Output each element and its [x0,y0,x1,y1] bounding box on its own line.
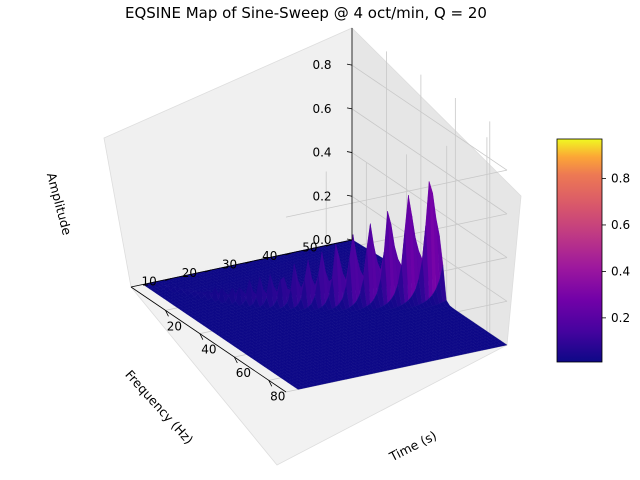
z-tick-label: 0.0 [312,233,331,247]
x-tick-mark [199,333,204,340]
x-tick-label: 80 [270,389,285,403]
colorbar-tick-label: 0.4 [611,264,630,278]
surface-patch [294,386,302,390]
y-tick-label: 10 [142,274,157,288]
grid-wall-z1 [351,108,508,215]
grid-wall-z2 [285,169,508,218]
y-axis-label: Frequency (Hz) [122,367,196,447]
x-tick-label: 40 [201,343,216,357]
z-tick-mark [346,151,353,153]
y-tick-mark [285,252,292,256]
x-tick-label: 20 [167,319,182,333]
x-tick-label: 60 [236,366,251,380]
axes: 20 40 60 80 10 20 30 40 500.0 0.2 0.4 0.6 0.8 [130,28,353,403]
y-tick-label: 50 [302,240,317,254]
chart-title: EQSINE Map of Sine-Sweep @ 4 oct/min, Q … [125,4,487,22]
y-tick-mark [245,260,252,264]
colorbar-tick-label: 0.6 [611,218,630,232]
y-tick-mark [205,269,212,273]
z-tick-label: 0.6 [312,102,331,116]
z-tick-mark [346,63,353,66]
x-tick-mark [165,310,169,317]
y-tick-label: 30 [222,257,237,271]
colorbar [556,138,603,363]
z-tick-mark [346,194,353,197]
z-tick-label: 0.2 [312,189,331,203]
y-tick-mark [165,278,172,281]
x-tick-mark [268,380,273,387]
y-tick-mark [325,243,333,247]
z-axis-label: Amplitude [44,171,75,237]
x-axis-label: Time (s) [386,428,439,465]
x-tick-mark [233,356,238,364]
z-tick-label: 0.8 [312,58,331,72]
y-tick-label: 20 [182,266,197,280]
x-axis-line [130,286,287,393]
colorbar-tick-label: 0.8 [611,171,630,185]
colorbar-ticks: 0.2 0.4 0.6 0.8 [602,171,630,325]
z-tick-label: 0.4 [312,146,331,160]
y-tick-label: 40 [262,249,277,263]
z-tick-mark [346,107,353,110]
z-tick-mark [346,238,353,241]
colorbar-tick-label: 0.2 [611,311,630,325]
grid-wall-z1 [351,64,508,171]
surface-mesh [142,181,508,390]
